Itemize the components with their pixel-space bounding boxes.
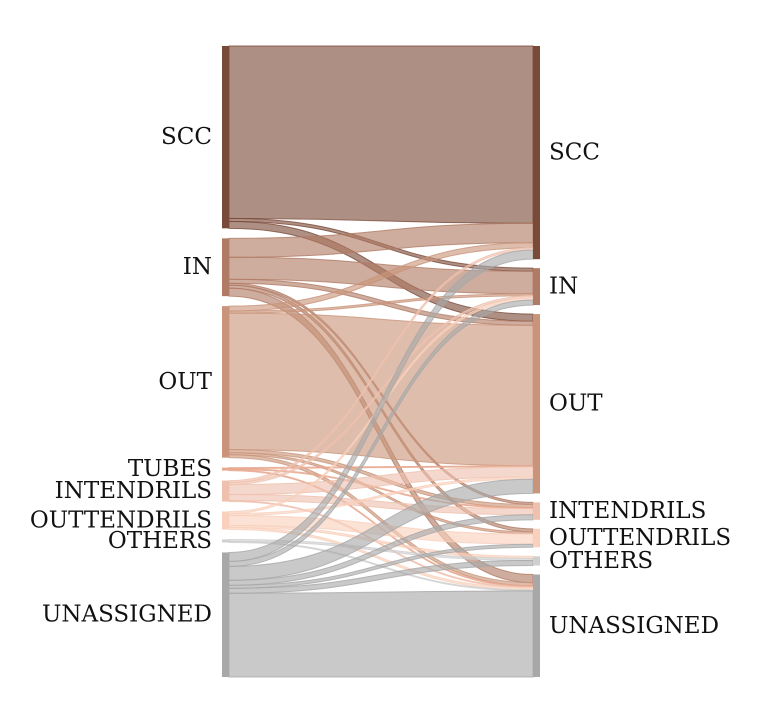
left-node-intendrils — [222, 480, 229, 502]
left-node-tubes — [222, 467, 229, 471]
right-label-others: OTHERS — [549, 548, 653, 574]
right-label-scc: SCC — [549, 140, 600, 166]
right-node-out — [533, 314, 540, 494]
left-label-in: IN — [183, 254, 212, 280]
right-label-in: IN — [549, 274, 578, 300]
left-label-intendrils: INTENDRILS — [55, 478, 212, 504]
left-node-outtendrils — [222, 511, 229, 530]
left-label-unassigned: UNASSIGNED — [42, 602, 212, 628]
left-node-others — [222, 539, 229, 543]
left-label-others: OTHERS — [108, 528, 212, 554]
left-label-outtendrils: OUTTENDRILS — [30, 507, 212, 533]
right-label-unassigned: UNASSIGNED — [549, 613, 719, 639]
flow-unassigned-to-unassigned — [228, 590, 534, 678]
label-layer: SCCINOUTTUBESINTENDRILSOUTTENDRILSOTHERS… — [30, 124, 731, 639]
left-node-in — [222, 238, 229, 297]
right-node-in — [533, 268, 540, 306]
flow-unassigned-to-in — [228, 299, 534, 567]
right-node-scc — [533, 46, 540, 260]
left-label-scc: SCC — [161, 124, 212, 150]
left-node-out — [222, 306, 229, 458]
left-node-unassigned — [222, 552, 229, 677]
left-label-tubes: TUBES — [128, 456, 212, 482]
flow-scc-to-scc — [228, 45, 534, 224]
left-node-scc — [222, 46, 229, 229]
right-node-outtendrils — [533, 528, 540, 548]
right-node-unassigned — [533, 574, 540, 677]
flow-unassigned-to-intendrils — [228, 514, 534, 586]
right-label-intendrils: INTENDRILS — [549, 498, 706, 524]
left-label-out: OUT — [158, 369, 212, 395]
right-node-others — [533, 556, 540, 566]
right-node-intendrils — [533, 502, 540, 520]
node-layer — [222, 46, 540, 677]
flow-unassigned-to-outtendrils — [228, 543, 534, 589]
right-label-out: OUT — [549, 391, 603, 417]
right-label-outtendrils: OUTTENDRILS — [549, 525, 731, 551]
flow-layer — [228, 45, 534, 678]
